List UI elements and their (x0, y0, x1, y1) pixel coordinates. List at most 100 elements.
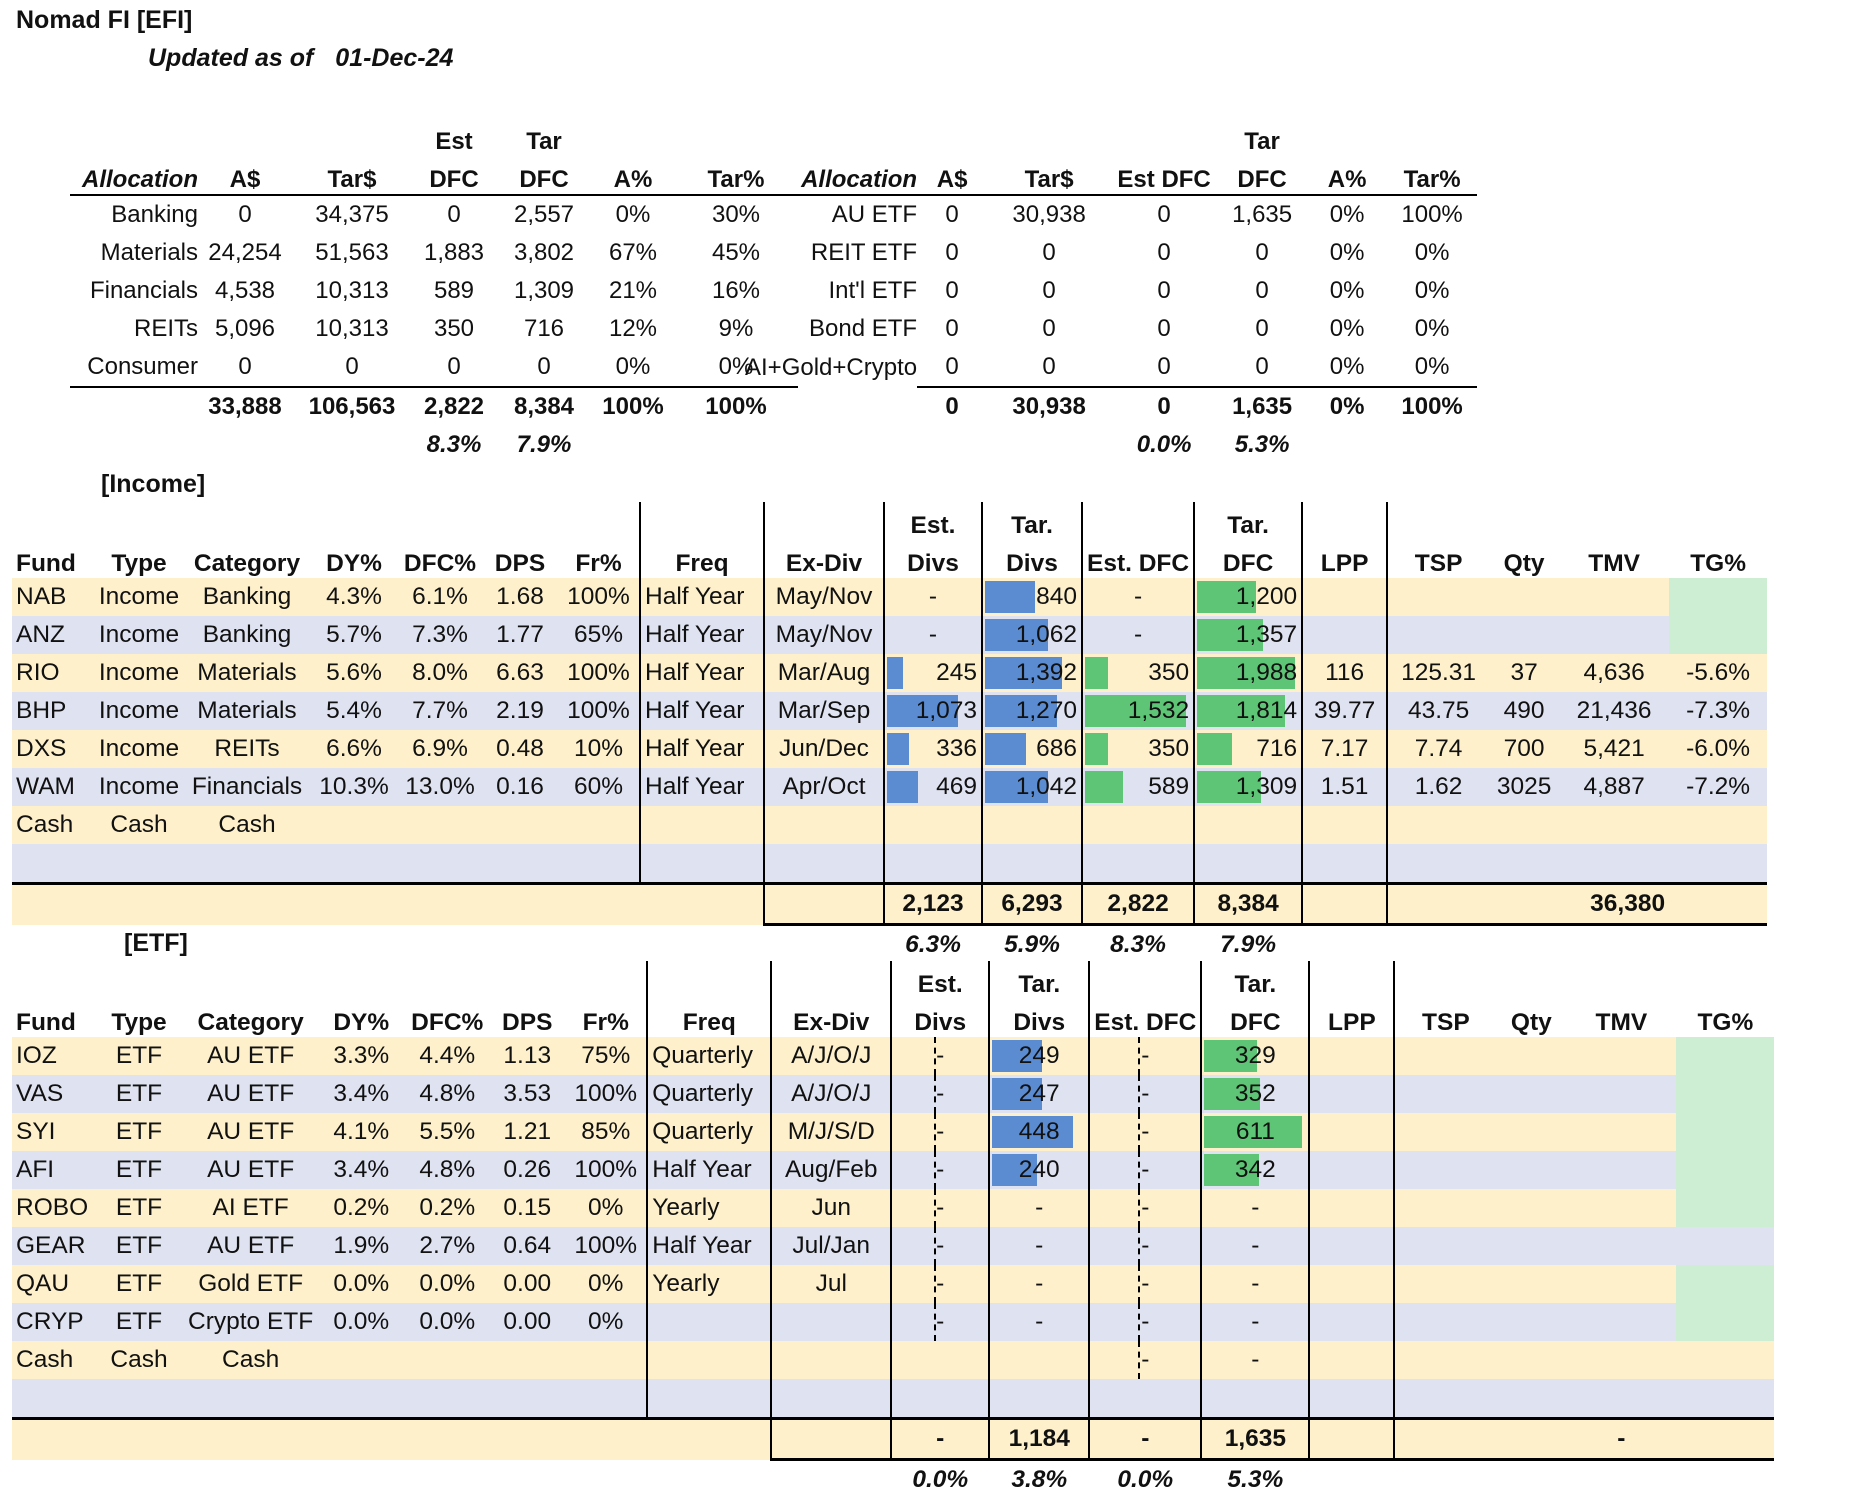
fund-cell-value: 3025 (1497, 773, 1552, 800)
fund-cell-value: 1,814 (1236, 697, 1297, 724)
fund-cell (1559, 806, 1669, 844)
fund-cell: - (1089, 1265, 1201, 1303)
fund-cell-value: -5.6% (1686, 659, 1750, 686)
fund-total-cell: 1,635 (1201, 1419, 1309, 1460)
fund-cell-value: Materials (197, 697, 296, 724)
fund-total-cell: 8,384 (1194, 884, 1302, 925)
fund-cell: - (1089, 1189, 1201, 1227)
fund-header-cell: Est. DFC (1089, 999, 1201, 1037)
fund-cell: - (1082, 616, 1194, 654)
fund-cell: 1,814 (1194, 692, 1302, 730)
fund-cell: - (1089, 1113, 1201, 1151)
fund-cell (398, 844, 482, 884)
fund-cell-value: 0.48 (496, 735, 544, 762)
fund-header-cell: Divs (982, 540, 1082, 578)
fund-cell-value: Yearly (652, 1270, 719, 1297)
fund-cell: - (891, 1151, 989, 1189)
fund-header-cell: DFC% (405, 999, 489, 1037)
fund-cell: 3.3% (317, 1037, 405, 1075)
fund-cell-value: May/Nov (776, 583, 873, 610)
fund-cell (405, 1341, 489, 1379)
fund-cell (1302, 844, 1387, 884)
fund-cell-value: QAU (16, 1270, 69, 1297)
fund-cell-value: - (1251, 1270, 1259, 1297)
fund-cell-value: 0.26 (503, 1156, 551, 1183)
fund-cell: ETF (94, 1303, 184, 1341)
alloc-total-cell: 1,635 (1217, 387, 1307, 426)
alloc-header-top-cell (987, 118, 1111, 156)
alloc-header-top-cell (1387, 118, 1477, 156)
fund-cell: May/Nov (764, 616, 884, 654)
fund-cell-value: 1,309 (1236, 773, 1297, 800)
fund-cell: ETF (94, 1151, 184, 1189)
fund-cell-value: Mar/Aug (778, 659, 871, 686)
fund-cell (1669, 616, 1767, 654)
fund-cell (565, 1379, 647, 1419)
fund-header-top-cell (12, 961, 94, 999)
fund-cell: Income (94, 616, 184, 654)
fund-cell-value: 1,270 (1016, 697, 1077, 724)
fund-cell-value: 0.00 (503, 1308, 551, 1335)
fund-cell: ROBO (12, 1189, 94, 1227)
fund-cell-value: Half Year (652, 1232, 751, 1259)
fund-total-cell (1309, 1419, 1394, 1460)
fund-total-cell (184, 1419, 317, 1460)
fund-cell-value: - (1251, 1346, 1259, 1373)
fund-cell-value: May/Nov (776, 621, 873, 648)
fund-header-top-cell (1496, 961, 1566, 999)
fund-cell: 4.1% (317, 1113, 405, 1151)
alloc-cell: 0 (917, 195, 987, 234)
fund-cell (1676, 1265, 1774, 1303)
fund-cell: 1,532 (1082, 692, 1194, 730)
fund-cell: REITs (184, 730, 310, 768)
fund-header-cell: Fund (12, 540, 94, 578)
fund-pct-cell (565, 1460, 647, 1499)
alloc-cell: 0% (592, 195, 674, 234)
fund-cell-value: ETF (116, 1118, 162, 1145)
fund-cell-value: 7.7% (412, 697, 468, 724)
fund-cell: Quarterly (647, 1113, 771, 1151)
fund-header-top-cell (1566, 961, 1676, 999)
fund-cell-value: 1,988 (1236, 659, 1297, 686)
fund-cell (184, 844, 310, 884)
fund-cell (1496, 1265, 1566, 1303)
alloc-cell: 3,802 (496, 234, 592, 272)
fund-cell: 100% (565, 1075, 647, 1113)
fund-cell-value: 589 (1148, 773, 1189, 800)
fund-cell-value: Income (99, 697, 179, 724)
fund-cell-value: Quarterly (652, 1118, 753, 1145)
fund-cell (1669, 578, 1767, 616)
fund-cell (1309, 1341, 1394, 1379)
fund-total-cell (184, 884, 310, 925)
fund-cell: 7.7% (398, 692, 482, 730)
alloc-cell: REITs (70, 310, 198, 348)
fund-cell-value: AU ETF (207, 1080, 294, 1107)
fund-total-cell (771, 1419, 891, 1460)
fund-cell-value: CRYP (16, 1308, 84, 1335)
fund-cell-value: SYI (16, 1118, 56, 1145)
fund-cell: - (1089, 1037, 1201, 1075)
alloc-cell: 0 (917, 348, 987, 387)
fund-cell: 21,436 (1559, 692, 1669, 730)
fund-cell-value: - (936, 1194, 944, 1221)
fund-cell: AU ETF (184, 1151, 317, 1189)
fund-cell-value: AU ETF (207, 1042, 294, 1069)
fund-cell-value: 100% (567, 583, 630, 610)
fund-total-cell (1302, 884, 1387, 925)
income-section-label: [Income] (101, 470, 205, 499)
fund-cell-value: IOZ (16, 1042, 57, 1069)
fund-total-cell: - (891, 1419, 989, 1460)
alloc-header-top-cell (745, 118, 917, 156)
fund-cell-value: VAS (16, 1080, 63, 1107)
fund-cell-value: 100% (574, 1156, 637, 1183)
fund-cell-value: 1.21 (503, 1118, 551, 1145)
fund-cell-value: 10% (574, 735, 623, 762)
fund-cell-value: 4,887 (1583, 773, 1644, 800)
fund-pct-cell (310, 925, 398, 965)
